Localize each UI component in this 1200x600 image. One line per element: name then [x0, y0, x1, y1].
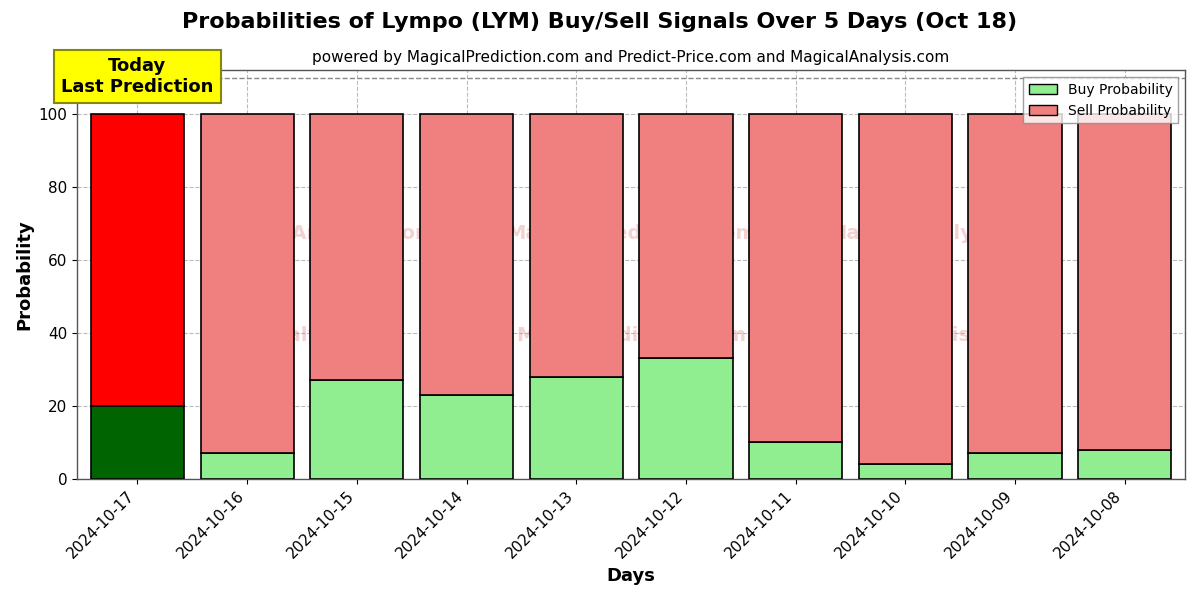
Bar: [200, 453, 294, 479]
Bar: [420, 114, 514, 395]
Text: MagicalAnalysis.com: MagicalAnalysis.com: [827, 224, 1055, 243]
Title: powered by MagicalPrediction.com and Predict-Price.com and MagicalAnalysis.com: powered by MagicalPrediction.com and Pre…: [312, 50, 949, 65]
Y-axis label: Probability: Probability: [14, 219, 32, 330]
Text: alAnalysis.com: alAnalysis.com: [239, 326, 403, 346]
Bar: [640, 114, 732, 358]
Bar: [749, 114, 842, 442]
Bar: [749, 442, 842, 479]
Text: MagicalAnalysis.com: MagicalAnalysis.com: [206, 224, 436, 243]
Bar: [311, 380, 403, 479]
Bar: [91, 114, 184, 406]
Text: Today
Last Prediction: Today Last Prediction: [61, 57, 214, 96]
Bar: [859, 114, 952, 464]
Text: alAnalysis.com: alAnalysis.com: [859, 326, 1024, 346]
Bar: [311, 114, 403, 380]
Bar: [640, 358, 732, 479]
Bar: [1078, 114, 1171, 449]
Bar: [968, 114, 1062, 453]
Text: Probabilities of Lympo (LYM) Buy/Sell Signals Over 5 Days (Oct 18): Probabilities of Lympo (LYM) Buy/Sell Si…: [182, 12, 1018, 32]
Bar: [968, 453, 1062, 479]
Bar: [529, 377, 623, 479]
Text: MagicalPrediction.com: MagicalPrediction.com: [506, 224, 756, 243]
Bar: [200, 114, 294, 453]
Bar: [529, 114, 623, 377]
X-axis label: Days: Days: [607, 567, 655, 585]
Bar: [91, 406, 184, 479]
Bar: [420, 395, 514, 479]
Bar: [859, 464, 952, 479]
Text: MagicPrediction.com: MagicPrediction.com: [516, 326, 746, 346]
Bar: [1078, 449, 1171, 479]
Legend: Buy Probability, Sell Probability: Buy Probability, Sell Probability: [1024, 77, 1178, 124]
